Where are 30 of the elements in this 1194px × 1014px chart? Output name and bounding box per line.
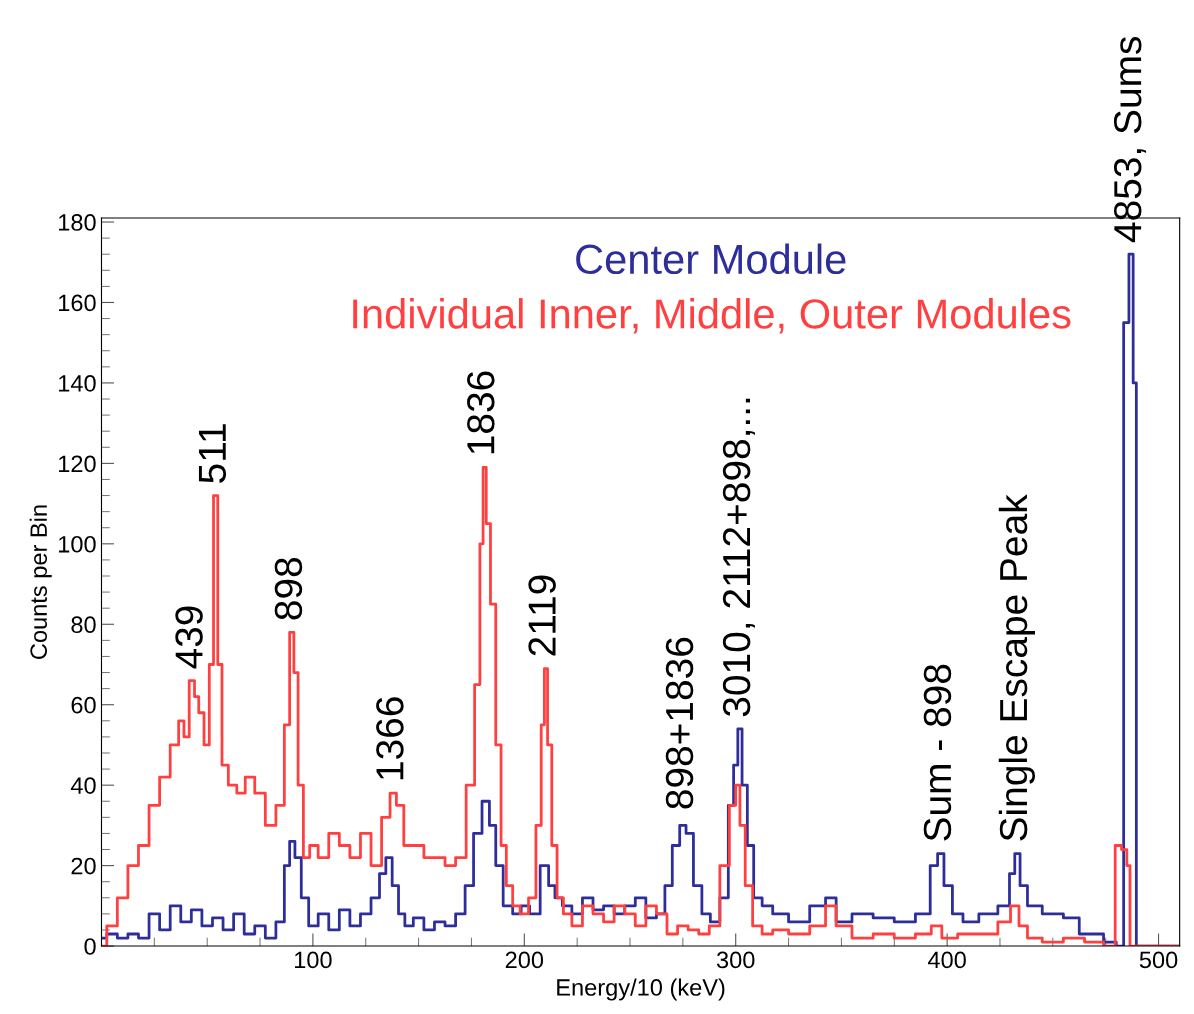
- annotation: 4853, Sums: [1113, 36, 1147, 243]
- y-tick-label: 180: [59, 214, 96, 231]
- annotation: 1366: [376, 697, 404, 780]
- x-tick-label: 400: [927, 951, 966, 969]
- y-tick-label: 0: [84, 938, 96, 955]
- y-axis-title: Counts per Bin: [29, 505, 52, 659]
- x-tick-label: 500: [1139, 951, 1178, 969]
- x-axis-title: Energy/10 (keV): [557, 978, 725, 1001]
- y-tick-label: 80: [71, 616, 96, 634]
- annotation: Single Escape Peak: [998, 494, 1036, 841]
- y-tick-label: 120: [59, 455, 96, 473]
- y-tick-label: 40: [70, 777, 96, 794]
- annotation: Sum - 898: [923, 664, 952, 841]
- x-tick-label: 100: [295, 951, 332, 969]
- x-tick-label: 200: [505, 951, 544, 969]
- text: Individual Inner, Middle, Outer Modules: [353, 298, 1071, 334]
- y-tick-label: 160: [59, 294, 96, 312]
- y-tick-label: 20: [71, 857, 96, 875]
- y-tick-label: 140: [59, 375, 96, 392]
- annotation: 898: [274, 558, 303, 620]
- y-tick-label: 60: [71, 696, 96, 714]
- annotation: 439: [175, 606, 203, 669]
- text: Center Module: [576, 243, 846, 275]
- annotation: 3010, 2112+898,...: [722, 398, 755, 717]
- annotation: 1836: [467, 371, 495, 454]
- y-tick-label: 100: [59, 535, 96, 553]
- annotation: 511: [198, 424, 227, 483]
- x-tick-label: 300: [716, 951, 755, 969]
- annotation: 2119: [528, 575, 556, 656]
- annotation: 898+1836: [665, 637, 694, 809]
